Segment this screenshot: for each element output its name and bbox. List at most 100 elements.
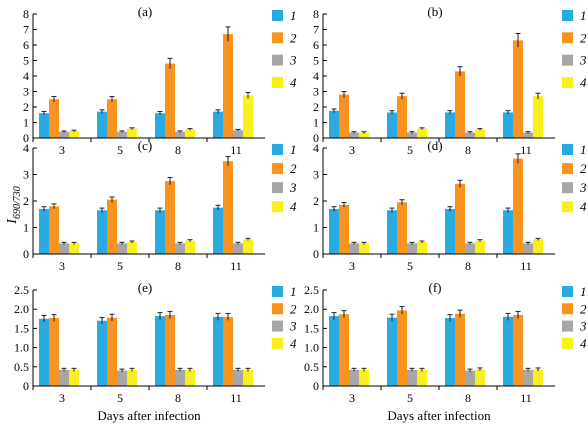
bar-series-3-day-11 — [523, 243, 533, 254]
legend-label-4: 4 — [290, 199, 297, 214]
legend-label-1: 1 — [290, 8, 297, 23]
bar-series-2-day-11 — [513, 158, 523, 254]
y-tick-label: 4 — [313, 69, 319, 83]
x-tick-label-day-8: 8 — [465, 391, 471, 405]
legend-label-3: 3 — [289, 53, 297, 68]
y-tick-label: 6 — [313, 38, 319, 52]
bar-series-1-day-3 — [329, 110, 339, 138]
legend-swatch-1 — [562, 286, 573, 297]
bar-series-2-day-3 — [339, 314, 349, 386]
y-tick-label: 2.5 — [304, 283, 319, 297]
bar-series-4-day-11 — [243, 369, 253, 386]
bar-series-3-day-11 — [233, 369, 243, 386]
bar-series-4-day-5 — [127, 242, 137, 254]
bar-series-2-day-11 — [223, 161, 233, 254]
bar-series-3-day-5 — [407, 369, 417, 386]
legend-label-3: 3 — [289, 180, 297, 195]
legend-swatch-3 — [272, 182, 283, 194]
bar-series-4-day-11 — [533, 369, 543, 386]
panel-label: (d) — [427, 138, 442, 153]
bar-series-3-day-8 — [465, 370, 475, 386]
x-tick-label-day-11: 11 — [520, 259, 532, 273]
panel-c: 0 1 2 3 4 3 5 8 11 (c) 1 2 3 4 — [23, 138, 297, 273]
legend-label-2: 2 — [290, 30, 297, 45]
bar-series-1-day-8 — [445, 208, 455, 254]
bar-series-1-day-5 — [387, 112, 397, 138]
y-tick-label: 1.5 — [304, 321, 319, 335]
legend-swatch-3 — [272, 320, 283, 332]
legend-label-4: 4 — [290, 336, 297, 351]
legend-label-1: 1 — [290, 142, 297, 157]
y-tick-label: 1 — [313, 116, 319, 130]
bar-series-3-day-8 — [465, 132, 475, 138]
y-tick-label: 7 — [313, 23, 319, 37]
bar-series-2-day-3 — [49, 206, 59, 254]
legend-swatch-2 — [562, 163, 573, 175]
y-tick-label: 5 — [23, 54, 29, 68]
bar-series-3-day-11 — [523, 369, 533, 386]
y-tick-label: 1.0 — [14, 341, 29, 355]
legend-label-3: 3 — [289, 319, 297, 334]
x-tick-label-day-5: 5 — [117, 259, 123, 273]
y-tick-label: 3 — [23, 168, 29, 182]
bar-series-1-day-11 — [503, 316, 513, 386]
bar-series-4-day-8 — [185, 369, 195, 386]
y-tick-label: 4 — [313, 141, 319, 155]
panel-label: (c) — [138, 138, 152, 153]
x-tick-label-day-5: 5 — [407, 391, 413, 405]
bar-series-2-day-5 — [107, 99, 117, 138]
bar-series-4-day-11 — [533, 239, 543, 254]
legend-label-3: 3 — [579, 53, 587, 68]
x-tick-label-day-8: 8 — [465, 259, 471, 273]
y-tick-label: 1 — [23, 116, 29, 130]
legend-swatch-2 — [272, 32, 283, 44]
bar-series-2-day-8 — [455, 71, 465, 138]
x-tick-label-day-5: 5 — [117, 143, 123, 157]
panel-f: 0 0.5 1.0 1.5 2.0 2.5 3 5 8 11 (f) 1 2 3 4 — [304, 280, 587, 405]
x-tick-label-day-5: 5 — [117, 391, 123, 405]
y-tick-label: 2 — [23, 100, 29, 114]
bar-series-1-day-3 — [39, 208, 49, 254]
bar-series-1-day-8 — [155, 316, 165, 386]
bar-series-1-day-11 — [213, 207, 223, 254]
bar-series-3-day-5 — [117, 243, 127, 254]
bar-series-4-day-3 — [69, 369, 79, 386]
y-tick-label: 0 — [23, 247, 29, 261]
legend-swatch-1 — [272, 10, 283, 21]
bar-series-4-day-3 — [69, 131, 79, 138]
bar-series-2-day-11 — [223, 34, 233, 138]
bar-series-3-day-3 — [349, 369, 359, 386]
bar-series-1-day-8 — [445, 318, 455, 386]
legend-label-2: 2 — [580, 30, 587, 45]
y-tick-label: 2.5 — [14, 283, 29, 297]
legend-swatch-1 — [562, 10, 573, 21]
legend-swatch-1 — [272, 144, 283, 155]
x-tick-label-day-11: 11 — [230, 259, 242, 273]
legend-label-2: 2 — [580, 161, 587, 176]
bar-series-4-day-8 — [185, 129, 195, 138]
bar-series-2-day-5 — [107, 317, 117, 386]
x-tick-label-day-3: 3 — [349, 259, 355, 273]
y-axis-title-subscript: 690/730 — [12, 186, 23, 219]
bar-series-3-day-5 — [407, 132, 417, 138]
legend-swatch-1 — [272, 286, 283, 297]
y-tick-label: 0 — [313, 247, 319, 261]
bar-series-1-day-5 — [387, 210, 397, 254]
y-tick-label: 3 — [313, 85, 319, 99]
bar-series-2-day-11 — [513, 314, 523, 386]
y-tick-label: 2 — [313, 100, 319, 114]
y-tick-label: 0 — [23, 379, 29, 393]
bar-series-1-day-11 — [213, 316, 223, 386]
x-tick-label-day-11: 11 — [520, 143, 532, 157]
y-tick-label: 1 — [313, 221, 319, 235]
legend-label-2: 2 — [290, 161, 297, 176]
legend-swatch-2 — [562, 32, 573, 44]
legend-label-3: 3 — [579, 180, 587, 195]
y-tick-label: 3 — [23, 85, 29, 99]
legend-label-3: 3 — [579, 319, 587, 334]
bar-series-3-day-5 — [117, 131, 127, 138]
legend-swatch-4 — [272, 337, 283, 349]
bar-series-2-day-11 — [513, 40, 523, 138]
bar-series-4-day-11 — [243, 239, 253, 254]
